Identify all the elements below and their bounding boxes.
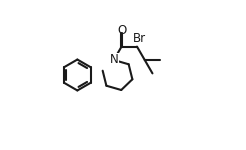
Text: O: O	[118, 24, 127, 37]
Text: Br: Br	[133, 32, 146, 45]
Text: N: N	[109, 54, 118, 66]
